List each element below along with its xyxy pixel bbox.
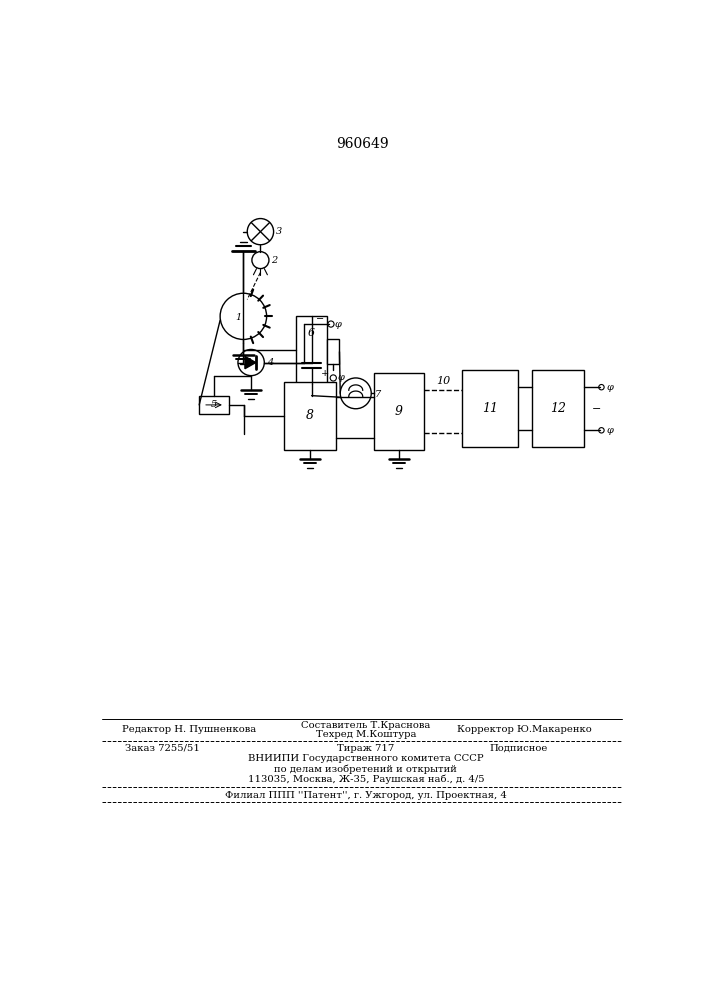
Bar bbox=[373, 373, 424, 450]
Text: Составитель Т.Краснова: Составитель Т.Краснова bbox=[301, 721, 431, 730]
Text: 4: 4 bbox=[267, 358, 274, 367]
Text: −: − bbox=[592, 404, 602, 414]
Bar bbox=[296, 316, 327, 384]
Text: 3: 3 bbox=[276, 227, 282, 236]
Circle shape bbox=[599, 428, 604, 433]
Circle shape bbox=[330, 375, 337, 381]
Text: 7: 7 bbox=[374, 390, 380, 399]
Text: −: − bbox=[316, 315, 325, 324]
Text: Редактор Н. Пушненкова: Редактор Н. Пушненкова bbox=[122, 725, 256, 734]
Bar bbox=[532, 370, 585, 447]
Text: 8: 8 bbox=[306, 409, 314, 422]
Text: 1: 1 bbox=[235, 313, 242, 322]
Circle shape bbox=[340, 378, 371, 409]
Text: 5: 5 bbox=[211, 400, 217, 409]
Text: Филиал ППП ''Патент'', г. Ужгород, ул. Проектная, 4: Филиал ППП ''Патент'', г. Ужгород, ул. П… bbox=[225, 791, 507, 800]
Polygon shape bbox=[245, 356, 256, 369]
Text: Корректор Ю.Макаренко: Корректор Ю.Макаренко bbox=[457, 725, 591, 734]
Text: 12: 12 bbox=[550, 402, 566, 415]
Text: +: + bbox=[322, 369, 329, 378]
Circle shape bbox=[220, 293, 267, 339]
Circle shape bbox=[599, 384, 604, 390]
Text: 9: 9 bbox=[395, 405, 403, 418]
Text: 2: 2 bbox=[271, 256, 278, 265]
Text: 6: 6 bbox=[308, 328, 315, 338]
Circle shape bbox=[328, 321, 334, 327]
Text: Подписное: Подписное bbox=[489, 744, 548, 753]
Text: 113035, Москва, Ж-35, Раушская наб., д. 4/5: 113035, Москва, Ж-35, Раушская наб., д. … bbox=[247, 774, 484, 784]
Circle shape bbox=[238, 349, 264, 376]
Bar bbox=[462, 370, 518, 447]
Text: по делам изобретений и открытий: по делам изобретений и открытий bbox=[274, 764, 457, 774]
Text: ВНИИПИ Государственного комитета СССР: ВНИИПИ Государственного комитета СССР bbox=[248, 754, 484, 763]
Text: Заказ 7255/51: Заказ 7255/51 bbox=[124, 744, 199, 753]
Text: φ: φ bbox=[337, 373, 344, 382]
Text: φ: φ bbox=[607, 426, 614, 435]
Text: 10: 10 bbox=[436, 376, 450, 386]
Text: φ: φ bbox=[334, 320, 341, 329]
Text: 11: 11 bbox=[482, 402, 498, 415]
Circle shape bbox=[252, 252, 269, 269]
Text: φ: φ bbox=[607, 383, 614, 392]
Circle shape bbox=[247, 219, 274, 245]
Text: 960649: 960649 bbox=[337, 137, 389, 151]
Bar bbox=[199, 396, 228, 414]
Text: Техред М.Коштура: Техред М.Коштура bbox=[315, 730, 416, 739]
Bar bbox=[327, 339, 339, 364]
Bar bbox=[284, 382, 337, 450]
Text: Тираж 717: Тираж 717 bbox=[337, 744, 395, 753]
